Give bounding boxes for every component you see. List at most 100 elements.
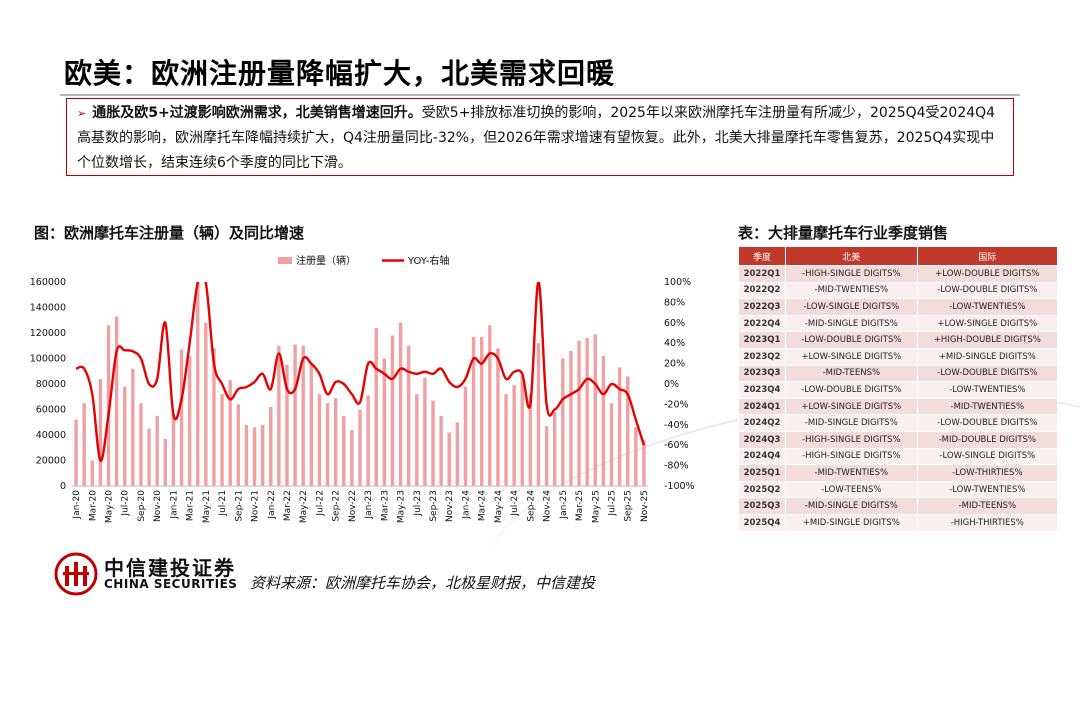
table-cell: +LOW-SINGLE DIGITS% <box>785 397 918 416</box>
bar-registrations <box>561 358 565 486</box>
y-left-tick-label: 140000 <box>30 303 66 314</box>
table-cell: -HIGH-THIRTIES% <box>916 513 1059 532</box>
table-cell-quarter: 2022Q3 <box>738 298 786 316</box>
y-left-tick-label: 20000 <box>36 456 66 467</box>
y-right-tick-label: 20% <box>664 359 685 370</box>
x-tick-label: Nov-25 <box>640 490 650 522</box>
bar-registrations <box>390 335 395 486</box>
table-cell: -LOW-THIRTIES% <box>916 464 1059 482</box>
bar-registrations <box>187 355 192 486</box>
x-tick-label: Jul-20 <box>121 490 131 517</box>
bullet-arrow-icon: ➢ <box>77 107 87 120</box>
title-divider <box>60 94 1020 96</box>
bar-registrations <box>204 322 208 486</box>
bar-registrations <box>342 415 346 486</box>
bar-registrations <box>350 429 354 486</box>
bar-registrations <box>601 355 606 486</box>
y-left-tick-label: 80000 <box>36 379 66 390</box>
table-cell: -MID-TWENTIES% <box>785 281 918 300</box>
table-cell: -HIGH-SINGLE DIGITS% <box>785 447 918 466</box>
table-cell: +LOW-SINGLE DIGITS% <box>785 347 918 366</box>
bar-registrations <box>285 364 289 486</box>
bar-registrations <box>415 394 419 486</box>
table-row: 2024Q2 -MID-SINGLE DIGITS% -LOW-DOUBLE DIG… <box>738 414 1059 432</box>
table-row: 2022Q3 -LOW-SINGLE DIGITS% -LOW-TWENTIES% <box>738 298 1059 316</box>
bar-registrations <box>374 327 378 486</box>
table-row: 2023Q4 -LOW-DOUBLE DIGITS% -LOW-TWENTIES% <box>738 381 1059 399</box>
bar-registrations <box>488 325 492 486</box>
bar-registrations <box>74 419 78 486</box>
y-right-tick-label: -60% <box>664 440 689 451</box>
y-right-tick-label: 80% <box>664 297 685 308</box>
table-cell: -LOW-SINGLE DIGITS% <box>785 298 918 316</box>
bar-registrations <box>626 376 630 486</box>
bar-registrations <box>179 349 184 486</box>
bar-registrations <box>439 415 443 486</box>
bar-registrations <box>617 367 622 486</box>
table-row: 2023Q1 -LOW-DOUBLE DIGITS% +HIGH-DOUBLE DI… <box>738 331 1059 349</box>
x-tick-label: Sep-24 <box>526 490 536 522</box>
bar-registrations <box>479 336 484 486</box>
bar-registrations <box>131 368 135 486</box>
y-right-tick-label: -40% <box>664 420 689 431</box>
bar-registrations <box>553 412 557 486</box>
bar-registrations <box>317 394 322 486</box>
x-tick-label: Jul-21 <box>218 490 228 517</box>
y-left-tick-label: 160000 <box>30 277 66 288</box>
table-row: 2025Q2 -LOW-TEENS% -LOW-TWENTIES% <box>738 480 1059 499</box>
bar-registrations <box>252 427 257 486</box>
y-right-tick-label: -80% <box>664 461 689 472</box>
x-tick-label: Mar-20 <box>88 490 98 521</box>
x-tick-label: Jan-20 <box>72 490 82 520</box>
source-note: 资料来源：欧洲摩托车协会，北极星财报，中信建投 <box>250 574 596 592</box>
x-tick-label: Sep-21 <box>234 490 244 522</box>
x-tick-label: Mar-25 <box>575 490 585 521</box>
x-tick-label: Jul-22 <box>315 490 325 517</box>
x-tick-label: May-20 <box>105 490 115 523</box>
sales-table: 季度 北美 国际 2022Q1 -HIGH-SINGLE DIGITS% +LOW-DO… <box>738 246 1059 532</box>
y-right-tick-label: -20% <box>664 399 689 410</box>
bar-registrations <box>358 409 362 486</box>
bar-registrations <box>536 343 541 486</box>
bar-registrations <box>528 394 533 486</box>
bar-registrations <box>333 398 338 486</box>
table-cell-quarter: 2023Q2 <box>738 347 786 366</box>
table-cell-quarter: 2022Q4 <box>738 314 786 333</box>
bar-registrations <box>431 400 435 486</box>
y-right-tick-label: -100% <box>664 481 695 492</box>
table-cell: -MID-TEENS% <box>916 497 1059 515</box>
table-cell: -MID-SINGLE DIGITS% <box>785 314 918 333</box>
table-cell: -LOW-DOUBLE DIGITS% <box>916 281 1059 300</box>
x-tick-label: May-22 <box>299 490 309 523</box>
legend-label-bars: 注册量（辆） <box>296 254 356 267</box>
x-tick-label: Mar-24 <box>478 490 488 521</box>
yoy-line <box>75 282 646 462</box>
table-row: 2025Q1 -MID-TWENTIES% -LOW-THIRTIES% <box>738 464 1059 482</box>
bar-registrations <box>220 394 224 486</box>
table-cell: -LOW-TEENS% <box>785 480 918 499</box>
table-header-1: 北美 <box>785 246 918 266</box>
x-tick-label: Jul-25 <box>607 490 617 517</box>
bar-registrations <box>455 422 460 486</box>
table-cell-quarter: 2022Q2 <box>738 281 786 300</box>
x-tick-label: Mar-21 <box>186 490 196 521</box>
bar-registrations <box>544 426 549 486</box>
bar-registrations <box>382 358 387 486</box>
table-cell-quarter: 2023Q4 <box>738 381 786 399</box>
bar-registrations <box>114 316 119 486</box>
table-cell: +LOW-DOUBLE DIGITS% <box>916 265 1059 283</box>
y-left-tick-label: 0 <box>60 481 66 492</box>
bar-registrations <box>463 386 468 486</box>
x-tick-label: Jul-23 <box>413 490 423 517</box>
table-cell-quarter: 2024Q3 <box>738 430 786 449</box>
table-row: 2024Q4 -HIGH-SINGLE DIGITS% -LOW-SINGLE DI… <box>738 447 1059 466</box>
china-securities-logo-icon <box>54 552 98 596</box>
y-right-tick-label: 0% <box>664 379 679 390</box>
x-tick-label: Nov-21 <box>251 490 261 522</box>
table-header-row: 季度 北美 国际 <box>738 246 1059 266</box>
bar-registrations <box>642 440 646 486</box>
y-left-tick-label: 60000 <box>36 405 66 416</box>
bar-registrations <box>123 386 127 486</box>
table-cell: -LOW-TWENTIES% <box>916 480 1059 499</box>
table-row: 2024Q1 +LOW-SINGLE DIGITS% -MID-TWENTIES% <box>738 397 1059 416</box>
